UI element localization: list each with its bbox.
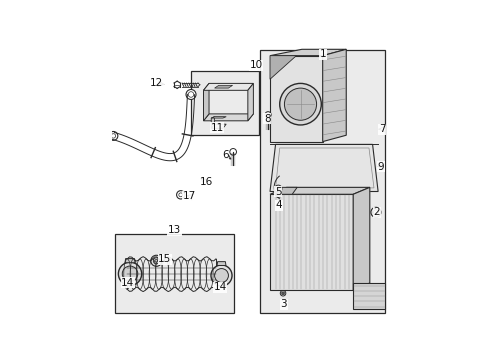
Text: 14: 14 (213, 282, 226, 292)
Text: 3: 3 (280, 299, 286, 309)
Circle shape (370, 207, 380, 217)
Polygon shape (269, 187, 369, 194)
Polygon shape (211, 117, 214, 128)
Polygon shape (125, 258, 135, 263)
Text: 1: 1 (319, 49, 325, 59)
Circle shape (279, 84, 321, 125)
Text: 11: 11 (210, 123, 224, 133)
Circle shape (109, 131, 118, 140)
Bar (260, 50, 384, 314)
Circle shape (118, 262, 142, 285)
Polygon shape (269, 194, 352, 290)
Text: 16: 16 (199, 177, 212, 187)
Circle shape (150, 255, 162, 266)
Text: 7: 7 (378, 124, 385, 134)
Polygon shape (269, 144, 377, 192)
Polygon shape (211, 117, 226, 118)
Circle shape (210, 265, 232, 286)
Circle shape (185, 90, 196, 99)
Polygon shape (203, 84, 253, 90)
Polygon shape (247, 84, 253, 121)
Text: 6: 6 (222, 150, 228, 161)
Text: 15: 15 (158, 255, 171, 264)
Bar (191, 71, 259, 135)
Polygon shape (269, 49, 346, 56)
Polygon shape (203, 114, 253, 121)
Circle shape (284, 88, 316, 120)
Text: 5: 5 (274, 186, 281, 197)
Text: 17: 17 (182, 191, 195, 201)
Bar (115, 234, 233, 314)
Polygon shape (352, 187, 369, 290)
Text: 14: 14 (121, 278, 134, 288)
Polygon shape (214, 85, 232, 88)
Text: 13: 13 (167, 225, 181, 235)
Circle shape (122, 266, 138, 282)
Text: 10: 10 (249, 60, 262, 70)
Text: 12: 12 (149, 78, 163, 89)
Text: 4: 4 (275, 201, 282, 210)
Polygon shape (269, 56, 322, 141)
Text: 2: 2 (373, 207, 379, 217)
Polygon shape (203, 84, 208, 121)
Polygon shape (275, 187, 297, 194)
Polygon shape (211, 124, 226, 128)
Circle shape (153, 258, 159, 264)
Polygon shape (217, 262, 225, 266)
Polygon shape (269, 56, 296, 79)
Polygon shape (322, 49, 346, 141)
Polygon shape (352, 283, 384, 309)
Text: 8: 8 (264, 114, 270, 123)
Text: 9: 9 (377, 162, 384, 172)
Circle shape (214, 269, 228, 283)
